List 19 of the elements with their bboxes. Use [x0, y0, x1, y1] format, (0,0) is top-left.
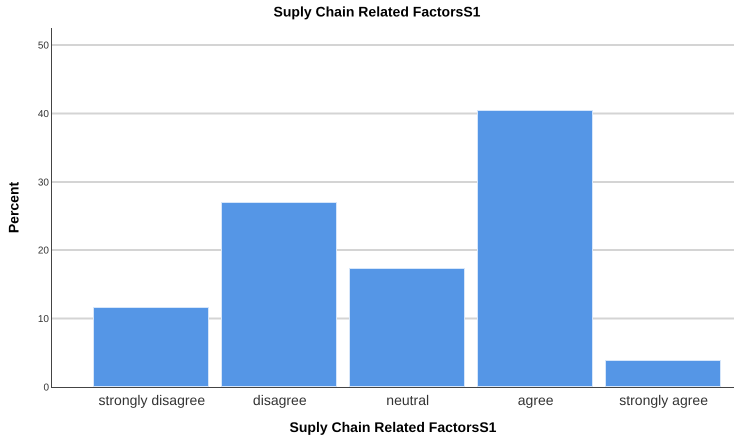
x-tick-label: neutral	[386, 392, 430, 408]
bar	[605, 360, 721, 387]
x-tick-label: agree	[518, 392, 554, 408]
y-tick-label: 0	[43, 382, 50, 394]
bar	[221, 202, 337, 387]
bar	[477, 110, 593, 387]
x-tick-label: disagree	[252, 392, 307, 408]
y-tick-label: 20	[38, 246, 50, 257]
x-axis-title: Suply Chain Related FactorsS1	[290, 419, 497, 436]
x-tick-label: strongly agree	[619, 392, 708, 408]
y-axis-title: Percent	[5, 181, 22, 234]
y-tick-label: 30	[38, 177, 50, 188]
chart-title: Suply Chain Related FactorsS1	[274, 3, 481, 20]
y-tick-label: 10	[38, 314, 50, 326]
x-tick-label: strongly disagree	[98, 392, 206, 408]
y-tick-label: 50	[38, 40, 50, 52]
bar	[93, 307, 209, 387]
y-tick-label: 40	[38, 108, 50, 120]
bar	[349, 268, 465, 387]
